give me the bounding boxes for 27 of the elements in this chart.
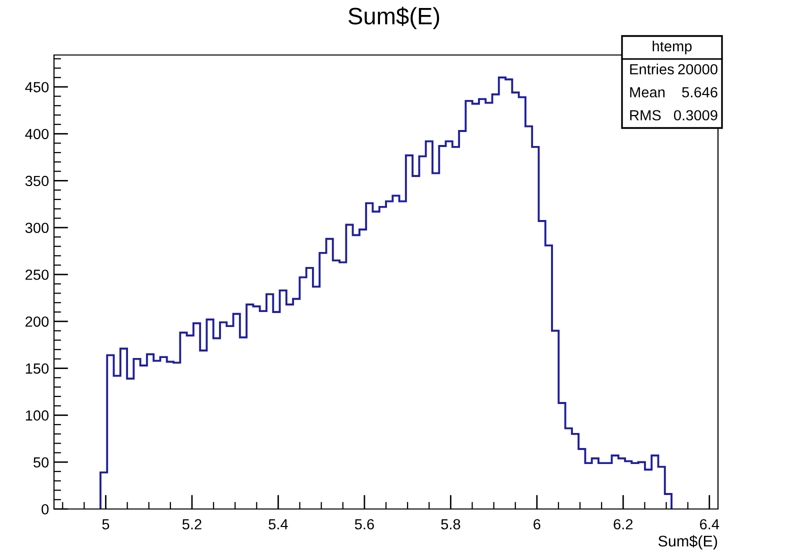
y-tick-label: 400: [25, 128, 49, 140]
y-tick-label: 300: [25, 222, 49, 234]
x-tick-label: 5.6: [354, 519, 374, 530]
x-tick-label: 5.2: [182, 519, 202, 530]
y-tick-label: 100: [26, 410, 49, 421]
text: htemp: [652, 40, 692, 54]
x-tick-label: 6: [534, 519, 540, 530]
y-tick-label: 0: [42, 504, 49, 514]
chart-title: Sum$(E): [348, 6, 440, 30]
y-tick-label: 50: [34, 457, 49, 468]
y-tick-label: 250: [26, 270, 49, 280]
x-tick-label: 5.4: [268, 519, 288, 530]
y-tick-label: 200: [26, 316, 49, 327]
y-tick-label: 150: [26, 363, 49, 374]
x-tick-label: 6.4: [700, 519, 720, 530]
x-tick-label: 6.2: [614, 519, 633, 530]
x-tick-label: 5: [102, 519, 110, 530]
annotation: 0.3009: [674, 110, 718, 120]
y-tick-label: 450: [25, 82, 49, 92]
annotation: RMS: [630, 110, 661, 120]
annotation: Entries: [630, 64, 674, 74]
x-axis-title: Sum$(E): [658, 535, 718, 550]
x-tick-label: 5.8: [441, 519, 460, 530]
annotation: 5.646: [682, 87, 718, 98]
y-tick-label: 350: [25, 176, 49, 186]
annotation: 20000: [678, 64, 718, 74]
annotation: Mean: [630, 87, 665, 98]
